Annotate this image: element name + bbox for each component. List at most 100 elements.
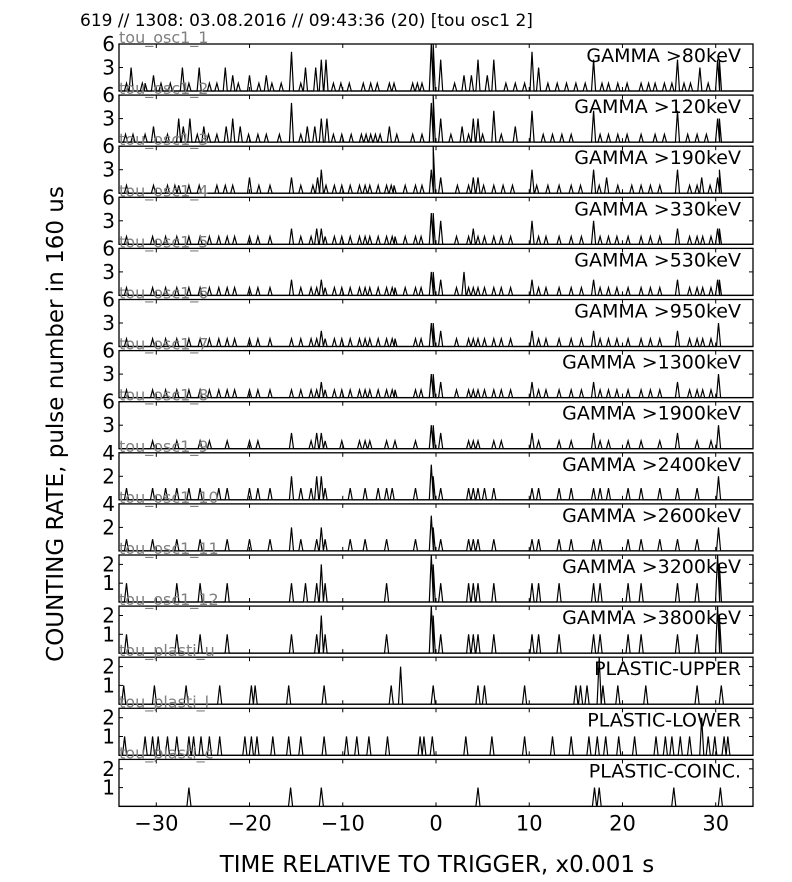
series-line <box>119 606 753 654</box>
x-tick-label: −10 <box>321 811 365 835</box>
y-tick-label: 4 <box>102 441 115 465</box>
y-tick-label: 6 <box>102 83 115 107</box>
channel-label: tou_plasti_u <box>119 641 215 661</box>
series-line <box>119 43 753 92</box>
channel-label: tou_osc1_1 <box>119 28 208 48</box>
panel: 36 GAMMA >950keV tou_osc1_6 <box>102 284 754 348</box>
y-tick-label: 3 <box>102 158 115 182</box>
panel-label: PLASTIC-COINC. <box>589 760 741 782</box>
series-line <box>119 146 753 194</box>
y-tick-label: 2 <box>102 464 115 488</box>
y-tick-label: 3 <box>102 413 115 437</box>
panel-frame <box>118 503 754 552</box>
y-axis-label: COUNTING RATE, pulse number in 160 us <box>43 186 69 662</box>
y-tick-label: 6 <box>102 134 115 158</box>
series-line <box>119 717 753 756</box>
panel-label: GAMMA >80keV <box>586 45 741 67</box>
series-line <box>119 425 753 450</box>
y-tick-label: 3 <box>102 56 115 80</box>
panel: 12 PLASTIC-COINC. tou_plasti_c <box>102 743 754 808</box>
panel-frame <box>118 298 754 348</box>
y-tick-label: 6 <box>102 339 115 363</box>
y-tick-label: 1 <box>102 571 115 595</box>
y-tick-label: 2 <box>102 552 115 576</box>
panel-label: PLASTIC-UPPER <box>594 658 741 680</box>
y-tick-label: 6 <box>102 390 115 414</box>
panel: 12 GAMMA >3200keV tou_osc1_11 <box>102 539 754 603</box>
panel-frame <box>118 707 754 756</box>
y-tick-label: 1 <box>102 776 115 800</box>
x-tick-label: 10 <box>516 811 543 835</box>
channel-label: tou_osc1_8 <box>119 386 208 406</box>
y-tick-label: 1 <box>102 725 115 749</box>
series-line <box>119 464 753 501</box>
panel-label: GAMMA >530keV <box>574 249 741 271</box>
panel-label: GAMMA >190keV <box>574 147 741 169</box>
panel: 12 PLASTIC-LOWER tou_plasti_l <box>102 692 754 756</box>
y-tick-label: 3 <box>102 107 115 131</box>
series-line <box>119 657 753 705</box>
y-tick-label: 1 <box>102 673 115 697</box>
panel-frame <box>118 247 754 297</box>
channel-label: tou_osc1_4 <box>119 181 208 201</box>
y-tick-label: 4 <box>102 492 115 516</box>
channel-label: tou_plasti_l <box>119 692 209 712</box>
y-tick-label: 6 <box>102 185 115 209</box>
y-tick-label: 2 <box>102 757 115 781</box>
channel-label: tou_osc1_2 <box>119 79 208 99</box>
x-tick-label: −20 <box>227 811 271 835</box>
x-tick-label: 30 <box>702 811 729 835</box>
y-tick-label: 1 <box>102 622 115 646</box>
panel: 12 GAMMA >3800keV tou_osc1_12 <box>102 590 754 654</box>
channel-label: tou_osc1_9 <box>119 437 208 457</box>
panel: 12 PLASTIC-UPPER tou_plasti_u <box>102 641 754 705</box>
panel-label: PLASTIC-LOWER <box>587 709 741 731</box>
channel-label: tou_osc1_10 <box>119 488 219 508</box>
x-tick-label: 20 <box>609 811 636 835</box>
panel-frame <box>118 758 754 808</box>
panel-label: GAMMA >330keV <box>574 198 741 220</box>
y-tick-label: 3 <box>102 209 115 233</box>
chart-header: 619 // 1308: 03.08.2016 // 09:43:36 (20)… <box>80 11 533 31</box>
y-tick-label: 2 <box>102 515 115 539</box>
panel: 36 GAMMA >1300keV tou_osc1_7 <box>102 335 754 399</box>
panel: 24 GAMMA >2600keV tou_osc1_10 <box>102 488 754 552</box>
panel-label: GAMMA >3800keV <box>562 607 741 629</box>
channel-label: tou_osc1_3 <box>119 130 208 150</box>
channel-label: tou_osc1_5 <box>119 232 208 252</box>
panel-label: GAMMA >3200keV <box>562 556 741 578</box>
y-tick-label: 6 <box>102 288 115 312</box>
series-line <box>119 787 753 807</box>
panel: 36 GAMMA >120keV tou_osc1_2 <box>102 79 754 143</box>
y-tick-label: 2 <box>102 604 115 628</box>
panel: 36 GAMMA >190keV tou_osc1_3 <box>102 130 754 194</box>
y-tick-label: 6 <box>102 32 115 56</box>
y-tick-label: 2 <box>102 706 115 730</box>
series-line <box>119 554 753 603</box>
y-tick-label: 6 <box>102 236 115 260</box>
series-line <box>119 212 753 245</box>
channel-label: tou_osc1_11 <box>119 539 219 559</box>
series-line <box>119 322 753 348</box>
series-line <box>119 515 753 552</box>
panel-label: GAMMA >2600keV <box>562 505 741 527</box>
series-line <box>119 374 753 399</box>
panel-label: GAMMA >2400keV <box>562 454 741 476</box>
channel-label: tou_osc1_7 <box>119 335 208 355</box>
panel: 36 GAMMA >330keV tou_osc1_4 <box>102 181 754 245</box>
channel-label: tou_osc1_12 <box>119 590 219 610</box>
x-tick-label: −30 <box>134 811 178 835</box>
panel: 36 GAMMA >1900keV tou_osc1_8 <box>102 386 754 450</box>
panel: 36 GAMMA >80keV tou_osc1_1 <box>102 28 754 92</box>
channel-label: tou_osc1_6 <box>119 284 208 304</box>
channel-label: tou_plasti_c <box>119 743 213 763</box>
x-tick-labels: −30 −20 −10 0 10 20 30 <box>134 811 729 835</box>
panel: 24 GAMMA >2400keV tou_osc1_9 <box>102 437 754 501</box>
y-tick-label: 3 <box>102 311 115 335</box>
panel: 36 GAMMA >530keV tou_osc1_5 <box>102 232 754 297</box>
y-tick-label: 3 <box>102 260 115 284</box>
panel-label: GAMMA >1900keV <box>562 403 741 425</box>
series-line <box>119 95 753 143</box>
panel-label: GAMMA >950keV <box>574 301 741 323</box>
